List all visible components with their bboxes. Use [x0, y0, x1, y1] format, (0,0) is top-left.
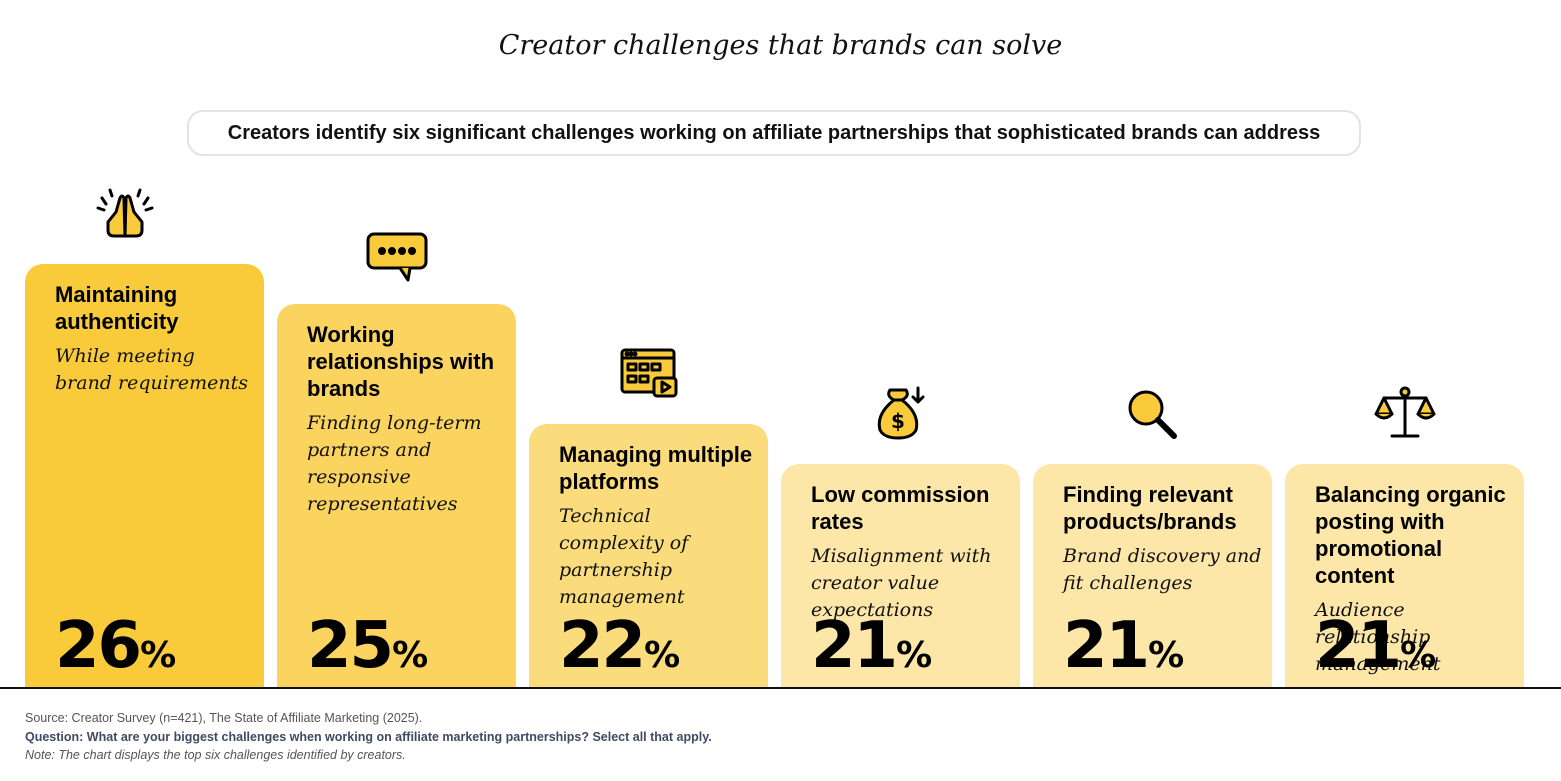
chart-title: Creator challenges that brands can solve: [498, 30, 1063, 61]
bar-3: Managing multiple platforms Technical com…: [529, 424, 768, 688]
praying-hands-icon: [96, 188, 153, 238]
value-unit: %: [1148, 635, 1185, 676]
bar-description: Misalignment with creator value expectat…: [811, 545, 992, 621]
bar-value-label: 25%: [307, 614, 428, 688]
bar-description: Brand discovery and fit challenges: [1063, 545, 1262, 594]
bar-label: Working relationships with brands: [307, 322, 495, 401]
subtitle-text: Creators identify six significant challe…: [227, 121, 1321, 144]
bar-label: Balancing organic posting with promotion…: [1315, 482, 1506, 588]
value-unit: %: [644, 635, 681, 676]
bar-description: Finding long-term partners and responsiv…: [307, 412, 482, 515]
bar-label: Managing multiple platforms: [559, 442, 753, 494]
footer-question: Question: What are your biggest challeng…: [25, 730, 712, 744]
bar-description: Technical complexity of partnership mana…: [559, 505, 689, 608]
bar-label: Finding relevant products/brands: [1063, 482, 1237, 534]
value-unit: %: [1400, 635, 1437, 676]
bar-6: Balancing organic posting with promotion…: [1285, 464, 1524, 688]
bar-2: Working relationships with brands Finding…: [277, 304, 516, 688]
bar-value-label: 26%: [55, 614, 176, 688]
browser-video-icon: [620, 348, 677, 398]
value-number: 21: [811, 609, 898, 683]
value-number: 22: [559, 609, 646, 683]
bar-1: Maintaining authenticity While meeting br…: [25, 264, 264, 688]
bar-value-label: 22%: [559, 614, 680, 688]
value-number: 21: [1315, 609, 1402, 683]
value-unit: %: [896, 635, 933, 676]
baseline: [0, 687, 1561, 689]
bar-value-label: 21%: [811, 614, 932, 688]
bar-5: Finding relevant products/brands Brand di…: [1033, 464, 1272, 688]
bar-value-label: 21%: [1063, 614, 1184, 688]
value-unit: %: [140, 635, 177, 676]
bar-value-label: 21%: [1315, 614, 1436, 688]
bar-description: Audience relationship management: [1315, 599, 1441, 675]
value-number: 26: [55, 609, 142, 683]
speech-bubble-icon: [366, 232, 427, 282]
svg-text:$: $: [891, 409, 905, 433]
value-number: 21: [1063, 609, 1150, 683]
scales-icon: [1374, 386, 1435, 438]
money-bag-icon: $: [877, 386, 924, 440]
footer-source: Source: Creator Survey (n=421), The Stat…: [25, 711, 423, 725]
magnifier-icon: [1128, 390, 1177, 439]
bar-description: While meeting brand requirements: [55, 345, 249, 394]
value-number: 25: [307, 609, 394, 683]
value-unit: %: [392, 635, 429, 676]
bar-label: Maintaining authenticity: [55, 282, 179, 334]
subtitle-box: Creators identify six significant challe…: [187, 110, 1361, 156]
bar-4: Low commission rates Misalignment with cr…: [781, 464, 1020, 688]
bar-label: Low commission rates: [811, 482, 990, 534]
footer-note: Note: The chart displays the top six cha…: [25, 748, 406, 762]
